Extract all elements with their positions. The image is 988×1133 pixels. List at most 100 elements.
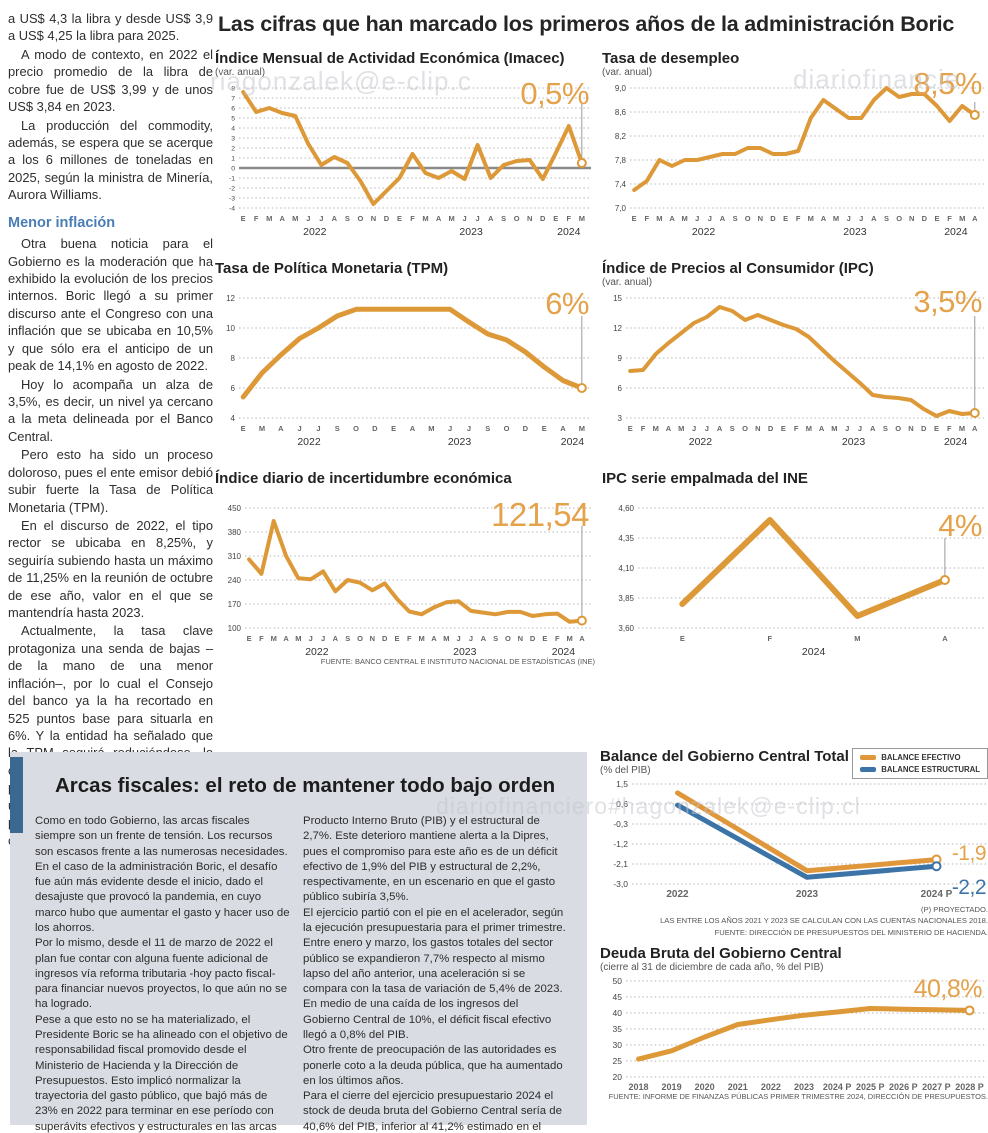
paragraph: Pese a que esto no se ha materializado, …	[35, 1013, 288, 1133]
legend-item-efectivo: BALANCE EFECTIVO	[860, 753, 980, 762]
ipc-line-plot: 15 12 9 6 3 E F M A M J J A S O N D E F M A M J J A S O N D E F M A 2022 2…	[602, 290, 988, 448]
svg-text:6: 6	[618, 384, 623, 393]
svg-text:-0,3: -0,3	[613, 819, 628, 829]
chart-title: Índice diario de incertidumbre económica	[215, 470, 512, 487]
svg-text:2023: 2023	[453, 646, 477, 658]
svg-text:F: F	[796, 214, 801, 223]
svg-text:A: A	[819, 424, 825, 433]
svg-text:D: D	[384, 214, 390, 223]
svg-text:N: N	[908, 424, 913, 433]
svg-text:E: E	[241, 424, 246, 433]
paragraph: a US$ 4,3 la libra y desde US$ 3,9 a US$…	[8, 11, 213, 44]
svg-text:N: N	[909, 214, 914, 223]
legend-label: BALANCE EFECTIVO	[881, 753, 961, 762]
svg-text:S: S	[345, 634, 350, 643]
svg-text:A: A	[332, 214, 338, 223]
svg-text:J: J	[692, 424, 696, 433]
svg-text:J: J	[316, 424, 320, 433]
svg-text:2023: 2023	[459, 226, 483, 238]
svg-text:O: O	[357, 214, 363, 223]
svg-text:2019: 2019	[662, 1082, 682, 1092]
svg-text:A: A	[278, 424, 284, 433]
svg-text:A: A	[666, 424, 672, 433]
paragraph: Como en todo Gobierno, las arcas fiscale…	[35, 815, 290, 934]
svg-text:4,10: 4,10	[618, 564, 634, 573]
svg-text:3: 3	[618, 414, 623, 423]
latest-value-label: 40,8%	[913, 975, 983, 1003]
svg-text:380: 380	[228, 528, 242, 537]
svg-text:A: A	[871, 214, 877, 223]
svg-text:7,8: 7,8	[615, 156, 627, 165]
fiscal-headline: Arcas fiscales: el reto de mantener todo…	[55, 774, 556, 797]
svg-text:O: O	[505, 634, 511, 643]
svg-text:E: E	[934, 214, 939, 223]
svg-text:6: 6	[231, 384, 236, 393]
svg-text:8: 8	[231, 86, 235, 93]
svg-text:20: 20	[613, 1072, 623, 1082]
svg-text:M: M	[295, 634, 301, 643]
svg-text:15: 15	[613, 294, 622, 303]
svg-text:N: N	[758, 214, 763, 223]
svg-text:M: M	[959, 424, 965, 433]
svg-text:N: N	[371, 214, 376, 223]
paragraph: Por lo mismo, desde el 11 de marzo de 20…	[35, 937, 288, 1011]
svg-text:A: A	[333, 634, 339, 643]
svg-text:-4: -4	[229, 206, 235, 213]
svg-text:A: A	[280, 214, 286, 223]
efectivo-swatch-icon	[860, 755, 877, 760]
svg-text:5: 5	[231, 116, 235, 123]
svg-text:E: E	[781, 424, 786, 433]
svg-text:O: O	[895, 424, 901, 433]
svg-text:2025 P: 2025 P	[856, 1082, 885, 1092]
chart-deuda-bruta: Deuda Bruta del Gobierno Central (cierre…	[600, 945, 988, 1101]
svg-text:F: F	[645, 214, 650, 223]
svg-text:2: 2	[231, 146, 235, 153]
svg-text:J: J	[457, 634, 461, 643]
svg-text:E: E	[241, 214, 246, 223]
chart-subtitle: (var. anual)	[602, 277, 653, 288]
svg-text:100: 100	[228, 624, 242, 633]
svg-text:2022: 2022	[692, 226, 716, 238]
source-note: FUENTE: INFORME DE FINANZAS PÚBLICAS PRI…	[608, 1092, 988, 1101]
svg-text:J: J	[476, 214, 480, 223]
svg-text:4: 4	[231, 414, 236, 423]
paragraph: Pero esto ha sido un proceso doloroso, p…	[8, 447, 213, 515]
deuda-line-plot: 50 45 40 35 30 25 20 2018 2019 2020 2021 2022 2023 20…	[600, 975, 988, 1093]
svg-text:170: 170	[228, 600, 242, 609]
svg-text:J: J	[708, 214, 712, 223]
chart-subtitle	[215, 277, 595, 290]
svg-text:D: D	[540, 214, 546, 223]
svg-text:F: F	[407, 634, 412, 643]
svg-text:2018: 2018	[628, 1082, 648, 1092]
svg-text:A: A	[481, 634, 487, 643]
svg-text:F: F	[947, 424, 952, 433]
svg-text:F: F	[947, 214, 952, 223]
legend-label: BALANCE ESTRUCTURAL	[881, 765, 980, 774]
svg-text:N: N	[370, 634, 375, 643]
source-note: FUENTE: BANCO CENTRAL E INSTITUTO NACION…	[320, 657, 595, 666]
svg-text:M: M	[959, 214, 965, 223]
chart-subtitle: (% del PIB)	[600, 765, 651, 776]
svg-text:J: J	[298, 424, 302, 433]
svg-text:1: 1	[231, 156, 235, 163]
svg-text:M: M	[448, 214, 454, 223]
svg-text:F: F	[259, 634, 264, 643]
paragraph: Otra buena noticia para el Gobierno es l…	[8, 236, 213, 374]
svg-text:D: D	[372, 424, 378, 433]
chart-title: Tasa de Política Monetaria (TPM)	[215, 260, 449, 277]
svg-text:12: 12	[613, 324, 622, 333]
chart-title: Balance del Gobierno Central Total	[600, 748, 849, 765]
svg-text:S: S	[884, 214, 889, 223]
svg-text:F: F	[768, 634, 773, 643]
svg-text:M: M	[579, 424, 585, 433]
paragraph: Producto Interno Bruto (PIB) y el estruc…	[303, 815, 558, 904]
svg-text:A: A	[669, 214, 675, 223]
svg-text:7: 7	[231, 96, 235, 103]
svg-text:4,35: 4,35	[618, 534, 634, 543]
svg-text:0,6: 0,6	[616, 799, 628, 809]
fiscal-column-2: Producto Interno Bruto (PIB) y el estruc…	[303, 814, 566, 1133]
svg-text:2024: 2024	[561, 436, 585, 448]
svg-text:A: A	[972, 424, 978, 433]
svg-text:A: A	[488, 214, 494, 223]
